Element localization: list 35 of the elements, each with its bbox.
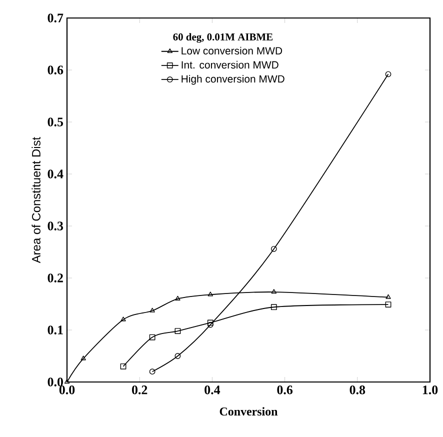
point	[120, 363, 126, 370]
legend-label: Low conversion MWD	[182, 46, 282, 55]
x-tick-label: 0.2	[132, 386, 148, 394]
point	[270, 246, 277, 252]
point	[120, 316, 126, 322]
point	[207, 320, 214, 326]
legend-label: High conversion MWD	[182, 74, 284, 85]
y-axis-title: Area of Constituent Dist	[32, 136, 40, 264]
x-tick-label: 0.8	[350, 386, 366, 394]
point	[175, 296, 180, 300]
y-tick-label: 0.0	[48, 378, 63, 386]
y-tick-label: 0.4	[48, 170, 64, 178]
point	[80, 356, 86, 360]
point	[271, 289, 277, 294]
y-tick-label: 0.1	[48, 326, 63, 334]
x-tick-label: 0.0	[59, 386, 75, 394]
y-tick-label: 0.5	[48, 118, 64, 126]
point	[207, 322, 214, 328]
point	[208, 292, 213, 296]
point	[150, 308, 155, 312]
x-tick-label: 1.0	[422, 386, 438, 394]
legend-label: Int. conversion MWD	[182, 60, 278, 69]
x-axis-title: Conversion	[220, 407, 278, 416]
y-tick-label: 0.7	[48, 14, 64, 22]
point	[149, 334, 156, 340]
legend-title: 60 deg, 0.01M AIBME	[173, 33, 273, 43]
point	[385, 302, 392, 308]
y-tick-label: 0.6	[48, 66, 64, 74]
point	[174, 353, 181, 359]
x-tick-label: 0.4	[204, 386, 220, 394]
point	[174, 328, 181, 334]
y-tick-label: 0.3	[48, 222, 64, 230]
point	[270, 304, 277, 310]
y-tick-label: 0.2	[48, 274, 63, 282]
x-tick-label: 0.6	[277, 386, 293, 394]
